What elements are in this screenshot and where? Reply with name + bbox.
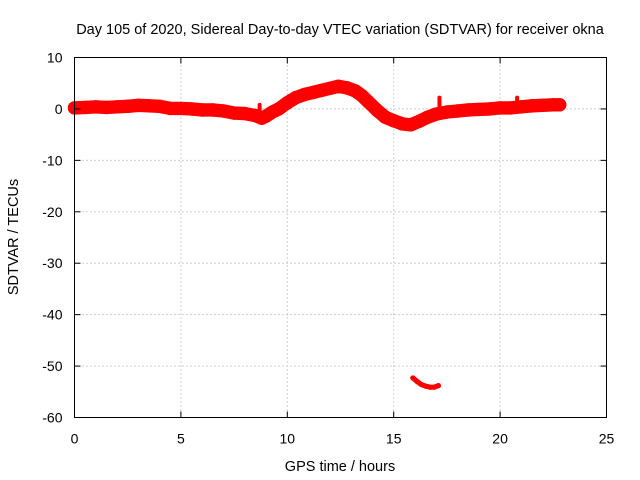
data-point [184,102,199,116]
data-point [493,101,507,115]
data-point [552,98,567,112]
x-tick-label: 10 [280,431,296,447]
x-axis-label: GPS time / hours [285,459,395,475]
x-tick-label: 25 [599,431,615,447]
data-point [89,100,103,114]
data-point [525,99,539,113]
y-tick-label: 10 [47,50,63,66]
data-point [423,383,429,389]
x-tick-labels: 0 5 10 15 20 25 [71,431,615,447]
data-point [227,106,241,120]
y-tick-label: -60 [42,410,62,426]
plot-frame [74,57,607,418]
data-point [440,105,454,119]
y-tick-label: -30 [42,255,62,271]
data-point [414,378,420,385]
data-point [238,106,252,121]
y-tick-label: -20 [42,204,62,220]
data-point [461,103,475,117]
y-tick-label: -50 [42,358,62,374]
data-point [450,104,465,118]
data-traces [67,79,567,390]
y-axis-label: SDTVAR / TECUs [6,179,22,295]
y-tick-label: 0 [55,101,63,117]
data-point [482,102,497,116]
x-tick-label: 20 [492,431,508,447]
data-point [435,383,441,389]
data-point [152,99,167,114]
data-point [206,103,220,117]
y-tick-label: -10 [42,152,62,168]
data-point [535,98,550,113]
data-point [195,103,209,117]
data-point [472,102,486,117]
chart-title: Day 105 of 2020, Sidereal Day-to-day VTE… [76,22,605,38]
data-point [121,99,135,114]
data-point [78,100,92,115]
data-point [504,101,518,115]
data-point [431,384,437,390]
data-point [110,100,124,114]
data-point [174,101,188,116]
data-point [427,384,433,390]
data-point [410,375,416,381]
y-tick-labels: 10 0 -10 -20 -30 -40 -50 -60 [42,50,62,426]
x-tick-label: 15 [386,431,402,447]
data-point [131,98,146,113]
x-tick-label: 0 [71,431,79,447]
y-tick-label: -40 [42,307,62,323]
data-point [361,95,375,109]
data-point [163,101,177,116]
data-point [216,104,231,118]
data-point [418,382,424,388]
x-tick-label: 5 [177,431,185,447]
data-point [142,99,156,113]
data-point [99,100,114,115]
